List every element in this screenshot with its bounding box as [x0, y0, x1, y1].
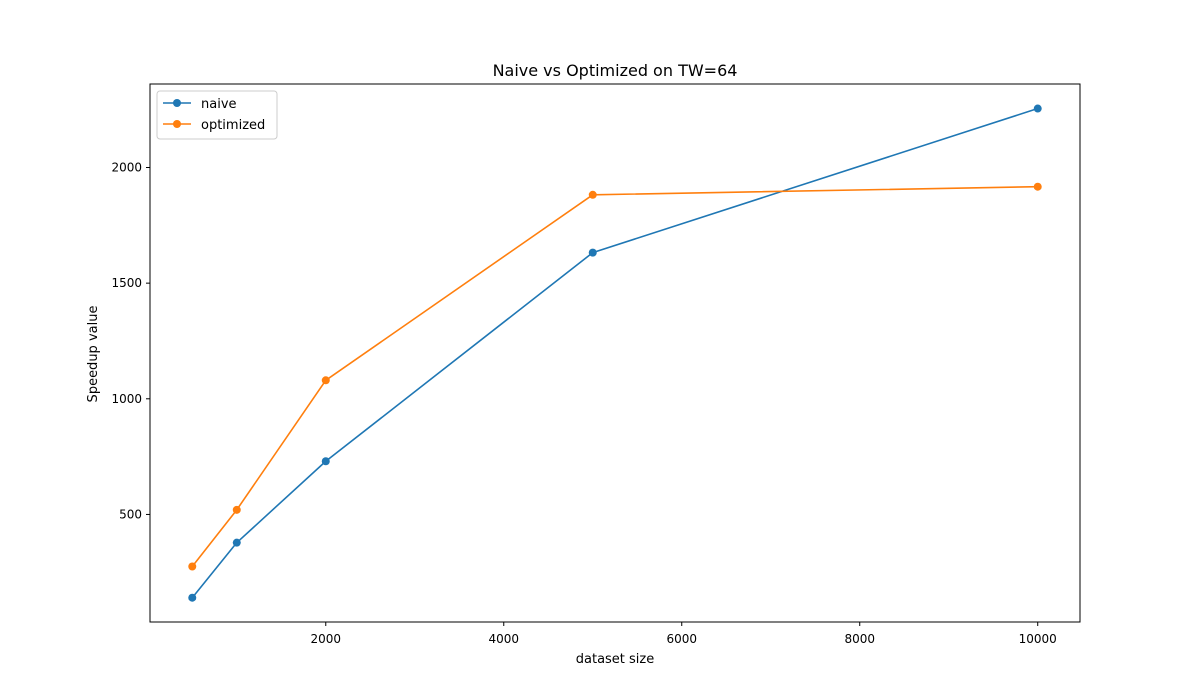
y-tick-label: 1500 — [111, 276, 142, 290]
data-point-naive — [321, 457, 330, 466]
x-tick-label: 6000 — [666, 632, 697, 646]
plot-area: 2000 4000 6000 8000 10000 500 1000 1500 2000 — [111, 83, 1081, 646]
y-axis-label: Speedup value — [86, 306, 101, 403]
x-tick-label: 4000 — [488, 632, 519, 646]
chart-title: Naive vs Optimized on TW=64 — [493, 61, 738, 80]
data-point-optimized — [588, 190, 597, 199]
legend-marker-optimized — [173, 120, 181, 128]
y-tick-label: 1000 — [111, 392, 142, 406]
data-point-optimized — [232, 505, 241, 514]
x-tick-label: 10000 — [1019, 632, 1057, 646]
legend-label-naive: naive — [201, 97, 237, 112]
data-point-naive — [188, 593, 197, 602]
x-axis-label: dataset size — [576, 652, 655, 667]
legend-label-optimized: optimized — [201, 118, 265, 133]
data-point-naive — [588, 248, 597, 257]
legend: naive optimized — [156, 90, 278, 140]
data-point-optimized — [188, 562, 197, 571]
data-point-optimized — [1033, 182, 1042, 191]
axes-frame — [149, 83, 1081, 623]
y-tick-label: 500 — [119, 507, 142, 521]
data-point-naive — [232, 538, 241, 547]
series-line-optimized — [191, 185, 1038, 567]
x-tick-label: 2000 — [310, 632, 341, 646]
data-point-optimized — [321, 376, 330, 385]
x-tick-label: 8000 — [844, 632, 875, 646]
series-line-naive — [191, 107, 1038, 599]
data-point-naive — [1033, 104, 1042, 113]
y-tick-label: 2000 — [111, 160, 142, 174]
legend-marker-naive — [173, 99, 181, 107]
